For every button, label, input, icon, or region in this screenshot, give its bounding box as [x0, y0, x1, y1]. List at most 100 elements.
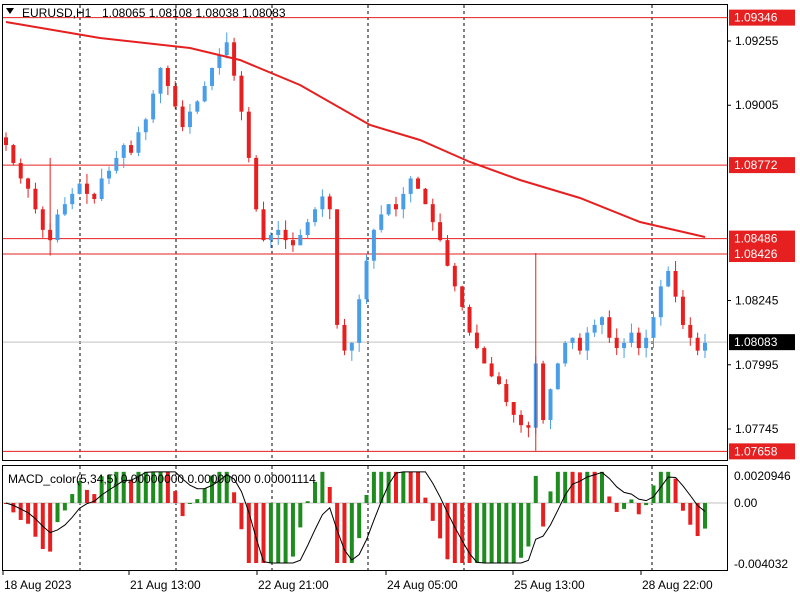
- price-tick-label: 1.07995: [735, 358, 779, 372]
- time-tick-label: 25 Aug 13:00: [514, 578, 585, 592]
- time-tick-label: 21 Aug 13:00: [130, 578, 201, 592]
- candles: [4, 32, 707, 451]
- candle-body: [107, 170, 112, 179]
- candle-body: [84, 183, 89, 194]
- time-tick-label: 24 Aug 05:00: [387, 578, 458, 592]
- macd-bar: [224, 471, 229, 503]
- macd-bar: [482, 503, 487, 563]
- level-price-text: 1.08772: [734, 158, 778, 172]
- candle-body: [114, 157, 119, 171]
- candle-body: [592, 324, 597, 333]
- candle-body: [496, 376, 501, 385]
- candle-body: [180, 106, 185, 128]
- macd-bar: [48, 503, 53, 552]
- macd-bar: [599, 471, 604, 503]
- candle-body: [254, 157, 259, 210]
- candle-body: [357, 299, 362, 343]
- macd-bar: [26, 503, 31, 524]
- candle-body: [18, 163, 23, 179]
- collapse-triangle-icon[interactable]: [6, 8, 14, 14]
- macd-bar: [666, 471, 671, 503]
- level-price-label: [729, 443, 795, 460]
- candle-body: [644, 337, 649, 349]
- macd-bar: [70, 494, 75, 503]
- candle-body: [666, 270, 671, 287]
- candle-body: [4, 137, 8, 146]
- macd-bar: [386, 471, 391, 503]
- macd-bar: [121, 471, 126, 503]
- candle-body: [379, 214, 384, 230]
- macd-bar: [18, 503, 23, 520]
- candle-body: [151, 93, 156, 120]
- candle-body: [386, 204, 391, 215]
- macd-bar: [555, 471, 560, 503]
- candle-body: [393, 204, 398, 210]
- candle-body: [607, 317, 612, 338]
- candle-body: [92, 193, 97, 200]
- macd-bar: [11, 503, 16, 513]
- macd-tick-label: -0.004032: [734, 557, 788, 571]
- macd-bar: [342, 503, 347, 563]
- macd-bar: [607, 496, 612, 503]
- macd-bar: [335, 503, 340, 563]
- macd-bar: [452, 503, 457, 563]
- macd-bar: [77, 480, 82, 503]
- macd-tick-label: 0.0020946: [734, 469, 791, 483]
- candle-body: [143, 119, 148, 133]
- macd-bar: [357, 503, 362, 539]
- macd-bar: [695, 503, 700, 537]
- level-price-label: [729, 230, 795, 247]
- candle-body: [342, 324, 347, 351]
- candle-body: [371, 229, 376, 261]
- macd-bar: [327, 486, 332, 503]
- candle-body: [526, 425, 531, 428]
- candle-body: [129, 145, 134, 153]
- level-price-label: [729, 246, 795, 263]
- candle-body: [585, 332, 590, 351]
- candle-body: [187, 111, 192, 128]
- macd-bar: [158, 471, 163, 503]
- level-price-text: 1.08426: [734, 247, 778, 261]
- candle-body: [136, 132, 141, 153]
- candle-body: [673, 270, 678, 297]
- candle-body: [217, 55, 222, 68]
- macd-bar: [62, 503, 67, 511]
- candle-body: [651, 317, 656, 338]
- candle-body: [695, 337, 700, 351]
- candle-body: [364, 260, 369, 300]
- macd-bar: [165, 471, 170, 503]
- candle-body: [511, 402, 516, 415]
- macd-bar: [393, 471, 398, 503]
- level-price-text: 1.09346: [734, 11, 778, 25]
- candle-body: [445, 240, 450, 266]
- macd-bar: [254, 503, 259, 563]
- macd-bar: [202, 488, 207, 503]
- candle-body: [658, 286, 663, 318]
- macd-histogram: [4, 471, 707, 563]
- level-price-text: 1.08083: [734, 335, 778, 349]
- candle-body: [313, 209, 318, 223]
- current-price-label: [729, 334, 795, 351]
- candle-body: [489, 363, 494, 377]
- macd-bar: [570, 471, 575, 503]
- candle-body: [40, 209, 45, 230]
- macd-bar: [136, 471, 141, 503]
- indicator-panel[interactable]: [2, 465, 728, 571]
- price-tick-label: 1.08245: [735, 294, 779, 308]
- macd-bar: [379, 471, 384, 503]
- candle-body: [62, 204, 67, 215]
- macd-bar: [276, 503, 281, 563]
- candle-body: [224, 42, 229, 56]
- price-panel[interactable]: [2, 4, 728, 461]
- macd-bar: [180, 503, 185, 517]
- candle-body: [541, 363, 546, 421]
- candle-body: [548, 389, 553, 421]
- macd-bar: [349, 503, 354, 563]
- candle-body: [423, 188, 428, 205]
- macd-bar: [92, 494, 97, 503]
- macd-bar: [688, 503, 693, 525]
- candle-body: [614, 337, 619, 349]
- macd-bar: [55, 503, 60, 523]
- macd-bar: [107, 475, 112, 503]
